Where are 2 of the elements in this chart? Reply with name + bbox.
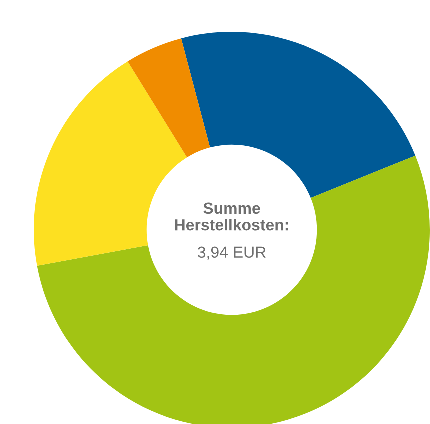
text: Summe Herstellkosten: bbox=[175, 202, 288, 231]
text: 3,94 EUR bbox=[198, 246, 266, 260]
